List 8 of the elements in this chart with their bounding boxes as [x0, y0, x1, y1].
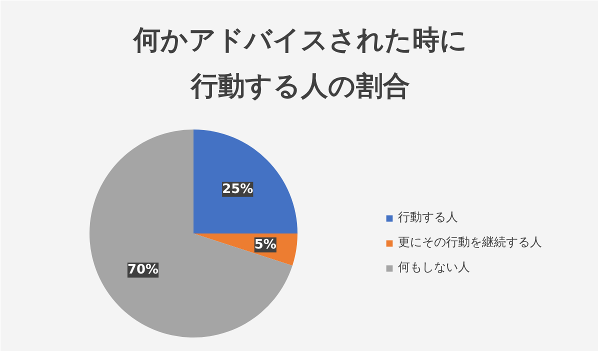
legend-label: 行動する人: [398, 209, 458, 226]
legend-label: 何もしない人: [398, 259, 470, 276]
chart-title: 何かアドバイスされた時に: [132, 25, 468, 56]
data-label: 25%: [222, 182, 254, 197]
legend-label: 更にその行動を継続する人: [398, 234, 542, 251]
data-label: 70%: [127, 262, 159, 278]
data-label: 5%: [254, 237, 276, 252]
chart-subtitle: 行動する人の割合: [190, 71, 410, 102]
